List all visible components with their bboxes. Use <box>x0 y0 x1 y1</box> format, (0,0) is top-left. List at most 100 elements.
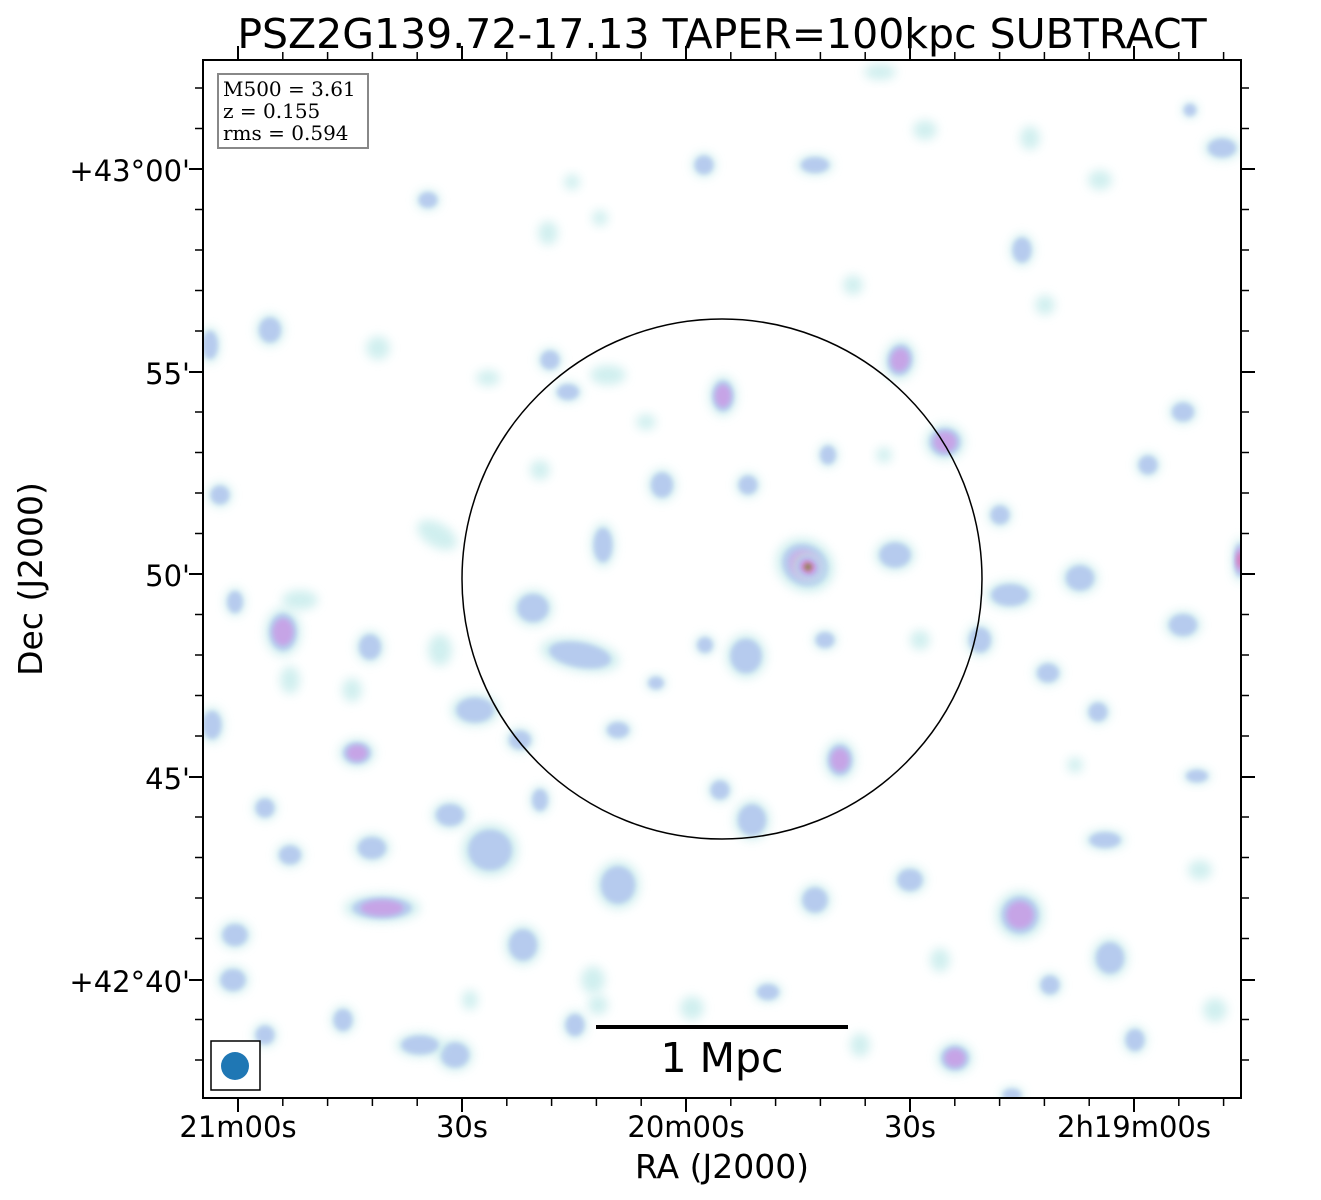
emission-blob <box>255 798 275 818</box>
emission-blob <box>1125 1029 1145 1051</box>
emission-blob <box>757 984 779 1000</box>
y-axis-label: Dec (J2000) <box>11 482 50 676</box>
emission-blob <box>592 210 608 226</box>
y-tick-label-42-40: +42°40' <box>69 965 190 999</box>
emission-blob <box>359 634 381 660</box>
scale-bar: 1 Mpc <box>596 1025 848 1082</box>
emission-blob <box>1095 942 1125 974</box>
y-tick-label-45: 45' <box>145 762 190 796</box>
emission-blob <box>991 584 1029 606</box>
info-box: M500 = 3.61 z = 0.155 rms = 0.594 <box>217 73 369 149</box>
emission-blob <box>538 221 558 245</box>
chart-title: PSZ2G139.72-17.13 TAPER=100kpc SUBTRACT <box>237 10 1207 58</box>
emission-blob <box>1186 769 1208 783</box>
emission-blob <box>333 1009 353 1031</box>
emission-blob <box>1037 663 1059 683</box>
emission-blob <box>990 505 1010 525</box>
plot-frame <box>202 59 1242 1099</box>
beam-indicator <box>210 1040 261 1091</box>
emission-blob <box>1088 170 1112 190</box>
emission-blob <box>222 924 248 946</box>
emission-blob <box>435 804 465 826</box>
emission-blob <box>259 317 281 343</box>
emission-blob <box>564 174 580 190</box>
emission-blob <box>1089 832 1121 848</box>
emission-blob <box>282 590 318 610</box>
emission-blob <box>933 431 957 453</box>
emission-blob <box>730 638 762 674</box>
emission-blob <box>694 155 714 175</box>
emission-blob <box>272 618 294 646</box>
emission-blob <box>607 722 629 738</box>
scale-bar-label: 1 Mpc <box>660 1034 783 1082</box>
emission-blob <box>557 384 579 400</box>
emission-blob <box>864 64 896 80</box>
emission-blob <box>890 348 910 372</box>
y-tick-label-50: 50' <box>145 559 190 593</box>
emission-blob <box>944 1049 966 1067</box>
emission-blob <box>440 1042 470 1068</box>
emission-blob <box>401 1035 439 1055</box>
emission-blob <box>820 445 836 465</box>
emission-blob <box>1207 138 1237 158</box>
emission-blob <box>1203 998 1227 1022</box>
emission-blob <box>897 869 923 891</box>
emission-blob <box>930 948 950 972</box>
emission-blob <box>280 666 300 694</box>
emission-blob <box>843 275 863 295</box>
x-tick-label-2h19m00s: 2h19m00s <box>1057 1110 1211 1144</box>
emission-blob <box>342 678 362 702</box>
emission-blob <box>530 460 550 480</box>
emission-blob <box>1172 402 1194 422</box>
emission-blob <box>737 804 767 836</box>
info-box-frame <box>217 73 369 149</box>
emission-blob <box>468 829 512 871</box>
beam-ellipse <box>221 1052 249 1080</box>
emission-blob <box>428 634 452 666</box>
emission-blob <box>357 837 387 859</box>
emission-blob <box>1168 614 1198 636</box>
emission-blob <box>738 475 758 495</box>
emission-blob <box>680 996 704 1020</box>
x-tick-label-21m00s: 21m00s <box>179 1110 296 1144</box>
emission-blob <box>1065 565 1095 591</box>
emission-blob <box>366 336 390 360</box>
emission-blob <box>593 527 613 563</box>
emission-blob <box>590 365 626 385</box>
emission-blob <box>532 789 548 811</box>
emission-blob <box>588 995 608 1015</box>
emission-blob <box>710 780 730 800</box>
emission-blob <box>969 627 991 653</box>
y-tick-label-55: 55' <box>145 357 190 391</box>
emission-blob <box>1012 237 1032 263</box>
emission-blob <box>1138 455 1158 475</box>
emission-blob <box>648 676 664 690</box>
emission-blob <box>508 929 538 961</box>
emission-blob <box>1088 702 1108 722</box>
emission-blob <box>802 887 828 913</box>
x-tick-label-20m00s: 20m00s <box>627 1110 744 1144</box>
emission-blob <box>815 632 835 648</box>
emission-blob <box>418 192 438 208</box>
emission-blob <box>540 350 560 370</box>
emission-blob <box>360 900 404 916</box>
x-tick-label-30s-a: 30s <box>436 1110 488 1144</box>
emission-blob <box>220 969 246 991</box>
emission-blob <box>210 485 230 505</box>
emission-blob <box>203 330 218 360</box>
emission-blob <box>203 710 222 740</box>
emission-blob <box>1040 975 1060 995</box>
emission-blob <box>1067 757 1083 773</box>
emission-blob <box>876 447 892 463</box>
emission-blob <box>581 966 605 994</box>
emission-blob <box>910 630 930 650</box>
emission-blob <box>565 1014 585 1036</box>
emission-blob <box>715 384 731 408</box>
emission-blob <box>651 472 673 498</box>
x-tick-label-30s-b: 30s <box>884 1110 936 1144</box>
emission-blob <box>600 866 636 904</box>
emission-blob <box>913 120 937 140</box>
emission-blob <box>1188 860 1212 880</box>
emission-blob <box>1006 901 1034 929</box>
